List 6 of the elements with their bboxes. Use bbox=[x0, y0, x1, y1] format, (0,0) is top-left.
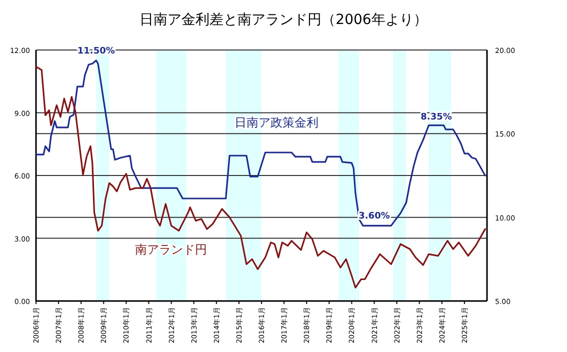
annotation: 8.35% bbox=[420, 112, 452, 122]
text: 日南ア政策金利 bbox=[234, 116, 318, 130]
chart-title: 日南ア金利差と南アランド円（2006年より） bbox=[140, 12, 428, 28]
line-series bbox=[35, 66, 486, 288]
line-series bbox=[35, 60, 486, 226]
series-label: 南アランド円 bbox=[135, 242, 208, 256]
